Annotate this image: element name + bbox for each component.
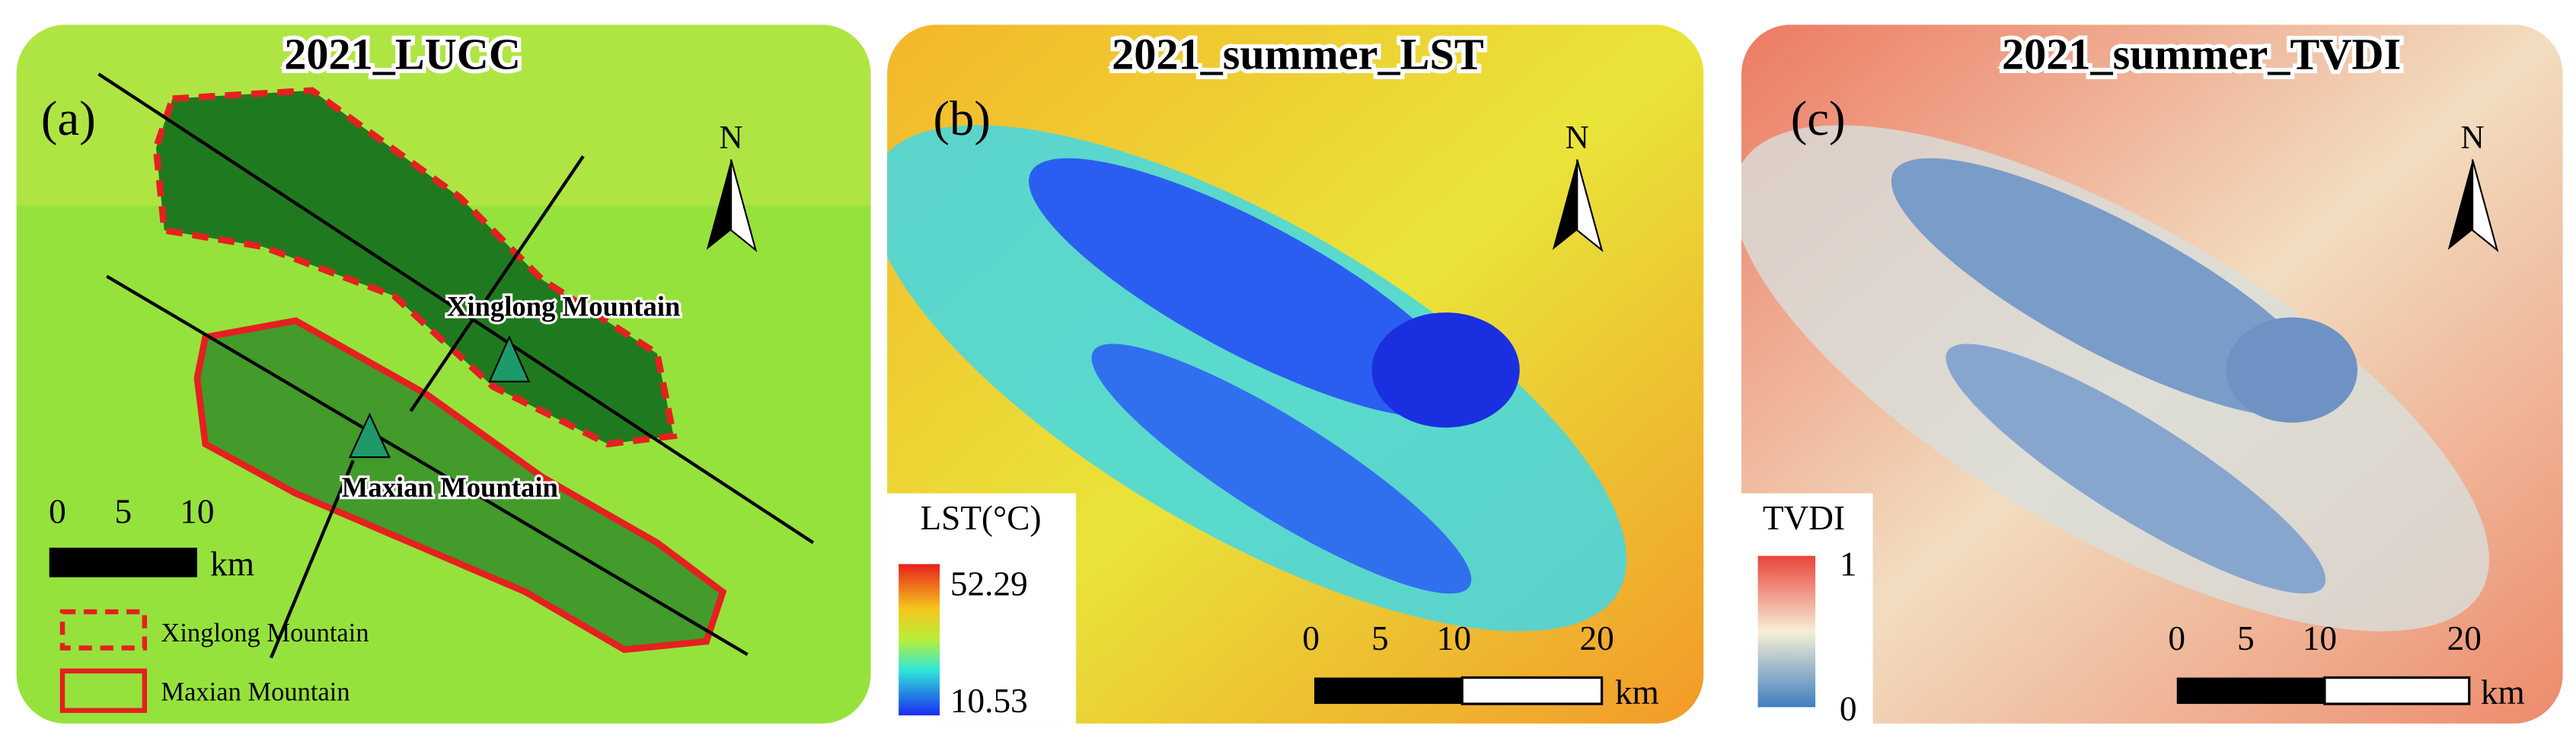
panel-title: 2021_summer_TVDI	[2002, 30, 2401, 79]
annotation: Xinglong Mountain	[447, 291, 681, 322]
scale-tick: 5	[1371, 619, 1389, 657]
lucc-map	[16, 24, 871, 724]
legend-title: TVDI	[1763, 499, 1845, 537]
panel-label: (b)	[933, 91, 990, 146]
panel-title: 2021_summer_LST	[1112, 30, 1484, 79]
scale-tick: 0	[1302, 619, 1320, 657]
legend-max: 1	[1840, 545, 1857, 584]
legend-title: LST(°C)	[921, 499, 1042, 537]
panel-label: (a)	[41, 91, 96, 146]
legend-entry: Maxian Mountain	[161, 678, 350, 707]
scale-tick: 10	[2303, 619, 2337, 657]
north-label: N	[720, 120, 743, 155]
panel-label: (c)	[1791, 91, 1846, 146]
annotation: Maxian Mountain	[342, 472, 558, 503]
scale-tick: 5	[2237, 619, 2255, 657]
scale-tick: 0	[2168, 619, 2185, 657]
scale-tick: 20	[1579, 619, 1614, 657]
scale-tick: 5	[114, 493, 132, 531]
scale-unit: km	[2481, 673, 2525, 711]
legend-min: 10.53	[950, 682, 1028, 720]
tvdi-map	[1741, 24, 2563, 724]
legend-max: 52.29	[950, 565, 1028, 603]
scale-tick: 10	[180, 493, 214, 531]
scale-tick: 0	[49, 493, 66, 531]
north-label: N	[1566, 120, 1589, 155]
legend-min: 0	[1840, 690, 1857, 728]
scale-unit: km	[1615, 673, 1659, 711]
scale-unit: km	[210, 545, 254, 584]
scale-tick: 20	[2447, 619, 2482, 657]
scale-tick: 10	[1437, 619, 1471, 657]
legend-entry: Xinglong Mountain	[161, 619, 369, 647]
panel-title: 2021_LUCC	[284, 30, 521, 79]
north-label: N	[2460, 120, 2484, 155]
